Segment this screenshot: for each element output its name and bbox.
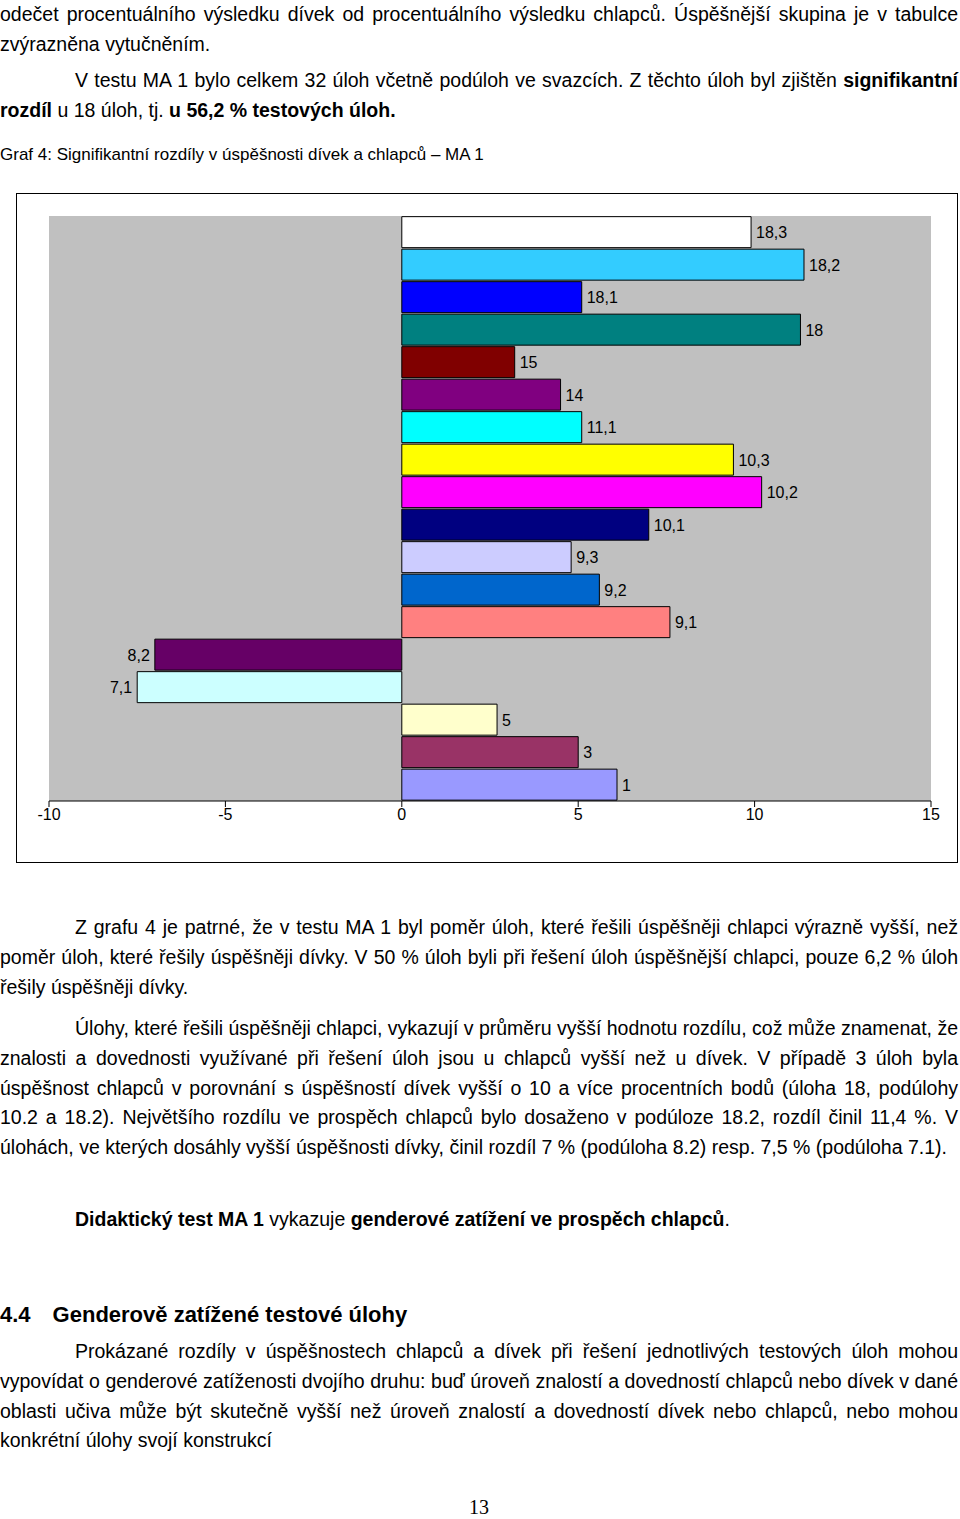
html-text:Z grafu 4 je patrné, že v test: Z grafu 4 je patrné, že v testu MA 1 byl… bbox=[0, 916, 958, 998]
svg-text:15: 15 bbox=[922, 806, 940, 823]
svg-text:8,2: 8,2 bbox=[128, 647, 150, 664]
svg-text:9,3: 9,3 bbox=[576, 549, 598, 566]
svg-text:14: 14 bbox=[566, 387, 584, 404]
svg-text:11,1: 11,1 bbox=[587, 419, 617, 436]
html-text:Didaktický test MA 1 vykazuje: Didaktický test MA 1 vykazuje genderové … bbox=[75, 1208, 730, 1230]
svg-text:9,2: 9,2 bbox=[604, 582, 626, 599]
svg-text:5: 5 bbox=[502, 712, 511, 729]
svg-text:5: 5 bbox=[574, 806, 583, 823]
svg-text:18,3: 18,3 bbox=[756, 224, 787, 241]
svg-text:15: 15 bbox=[520, 354, 538, 371]
svg-text:-10: -10 bbox=[37, 806, 60, 823]
html-text:V testu MA 1 bylo celkem 32 úl: V testu MA 1 bylo celkem 32 úloh včetně … bbox=[0, 69, 958, 121]
svg-text:0: 0 bbox=[397, 806, 406, 823]
html-text:Genderově zatížené testové úlo: Genderově zatížené testové úlohy bbox=[52, 1302, 408, 1327]
svg-text:3: 3 bbox=[583, 744, 592, 761]
html-text:13: 13 bbox=[469, 1496, 489, 1518]
svg-text:18: 18 bbox=[805, 322, 823, 339]
svg-text:10,1: 10,1 bbox=[654, 517, 685, 534]
svg-text:10,3: 10,3 bbox=[738, 452, 769, 469]
svg-text:9,1: 9,1 bbox=[675, 614, 697, 631]
svg-text:-5: -5 bbox=[218, 806, 232, 823]
html-text:4.4: 4.4 bbox=[0, 1302, 31, 1327]
html-text:Úlohy, které řešili úspěšněji: Úlohy, které řešili úspěšněji chlapci, v… bbox=[0, 1017, 958, 1159]
svg-text:10,2: 10,2 bbox=[767, 484, 798, 501]
html-text:Graf 4: Signifikantní rozdíly: Graf 4: Signifikantní rozdíly v úspěšnos… bbox=[0, 145, 484, 164]
svg-text:18,1: 18,1 bbox=[587, 289, 618, 306]
svg-text:1: 1 bbox=[622, 777, 631, 794]
html-text:odečet procentuálního výsledku: odečet procentuálního výsledku dívek od … bbox=[0, 3, 958, 55]
svg-text:10: 10 bbox=[746, 806, 764, 823]
html-text:Prokázané rozdíly v úspěšnoste: Prokázané rozdíly v úspěšnostech chlapců… bbox=[0, 1340, 958, 1452]
svg-text:7,1: 7,1 bbox=[110, 679, 132, 696]
svg-text:18,2: 18,2 bbox=[809, 257, 840, 274]
